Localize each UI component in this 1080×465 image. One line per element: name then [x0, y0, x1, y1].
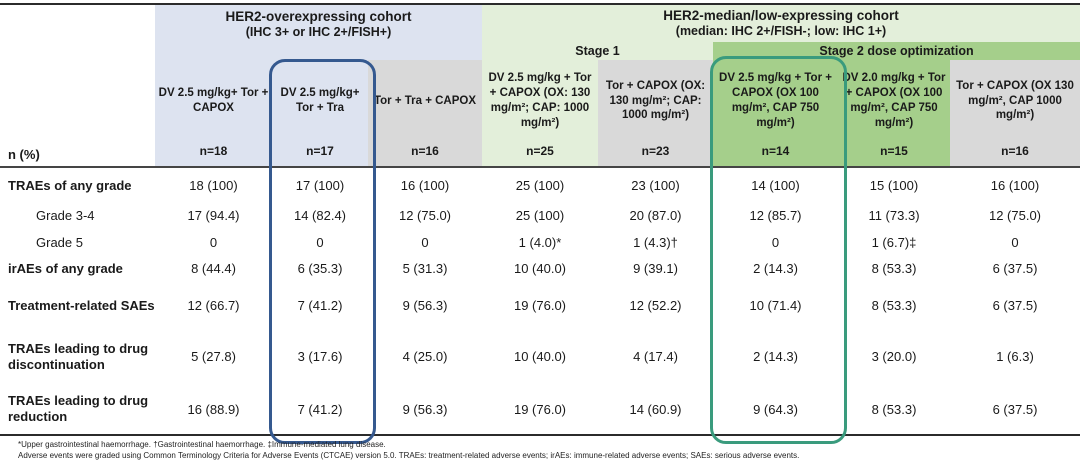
value-cell: 14 (82.4)	[293, 208, 347, 223]
corner-blank	[0, 5, 155, 142]
value-cell: 0	[316, 235, 324, 250]
value-cell: 1 (4.0)*	[518, 235, 562, 250]
top-rule	[0, 3, 1080, 5]
value-cell: 12 (52.2)	[629, 298, 682, 313]
bottom-rule	[0, 434, 1080, 436]
value-cell: 6 (37.5)	[992, 298, 1038, 313]
value-cell: 9 (39.1)	[633, 261, 678, 276]
value-cell: 19 (76.0)	[513, 298, 567, 313]
value-cell: 5 (27.8)	[191, 349, 236, 364]
column-header: Tor + CAPOX (OX 130 mg/m², CAP 1000 mg/m…	[950, 60, 1080, 142]
value-cell: 17 (100)	[295, 178, 345, 193]
column-n-count: n=15	[838, 142, 950, 166]
value-cell: 14 (60.9)	[629, 401, 682, 417]
value-cell: 2 (14.3)	[753, 349, 798, 364]
column-n-count: n=23	[598, 142, 713, 166]
row-label: irAEs of any grade	[8, 260, 123, 276]
value-cell: 11 (73.3)	[868, 208, 920, 223]
column-header: DV 2.5 mg/kg+ Tor + CAPOX	[155, 60, 272, 142]
value-cell: 15 (100)	[869, 178, 919, 193]
value-cell: 0	[421, 235, 429, 250]
value-cell: 0	[209, 235, 218, 250]
row-label: TRAEs leading to drug discontinuation	[8, 340, 149, 372]
value-cell: 8 (53.3)	[871, 261, 917, 276]
value-cell: 0	[1011, 235, 1019, 250]
cohort-header-her2-median-low: HER2-median/low-expressing cohort (media…	[482, 5, 1080, 42]
value-cell: 25 (100)	[515, 178, 565, 193]
value-cell: 20 (87.0)	[629, 208, 682, 223]
value-cell: 6 (35.3)	[297, 261, 343, 276]
cohort-header-her2-overexpressing: HER2-overexpressing cohort (IHC 3+ or IH…	[155, 5, 482, 60]
corner-label-n-pct: n (%)	[0, 142, 155, 166]
row-label: TRAEs leading to drug reduction	[8, 393, 149, 424]
cohort-subtitle: (median: IHC 2+/FISH-; low: IHC 1+)	[675, 24, 887, 39]
value-cell: 10 (40.0)	[513, 261, 567, 276]
value-cell: 3 (17.6)	[297, 349, 343, 364]
value-cell: 4 (25.0)	[402, 349, 448, 364]
value-cell: 25 (100)	[515, 208, 565, 223]
header-grid: HER2-overexpressing cohort (IHC 3+ or IH…	[0, 5, 1080, 166]
value-cell: 1 (6.3)	[996, 349, 1034, 364]
value-cell: 12 (75.0)	[398, 208, 452, 223]
value-cell: 14 (100)	[751, 178, 800, 193]
value-cell: 0	[771, 235, 780, 250]
value-cell: 8 (53.3)	[871, 401, 917, 417]
column-n-count: n=14	[713, 142, 838, 166]
cohort-subtitle: (IHC 3+ or IHC 2+/FISH+)	[245, 25, 392, 40]
value-cell: 1 (4.3)†	[633, 235, 678, 250]
value-cell: 4 (17.4)	[633, 349, 678, 364]
value-cell: 6 (37.5)	[992, 401, 1038, 417]
column-header: DV 2.5 mg/kg + Tor + CAPOX (OX 100 mg/m²…	[713, 60, 838, 142]
value-cell: 10 (71.4)	[749, 298, 802, 313]
value-cell: 9 (56.3)	[402, 298, 448, 313]
cohort-title: HER2-median/low-expressing cohort	[663, 7, 899, 23]
value-cell: 7 (41.2)	[297, 298, 343, 313]
value-cell: 12 (66.7)	[187, 298, 240, 313]
value-cell: 2 (14.3)	[753, 261, 798, 276]
value-cell: 8 (44.4)	[191, 261, 236, 276]
value-cell: 23 (100)	[631, 178, 680, 193]
value-cell: 6 (37.5)	[992, 261, 1038, 276]
column-n-count: n=16	[368, 142, 482, 166]
header-body-divider-rule	[0, 166, 1080, 168]
column-n-count: n=18	[155, 142, 272, 166]
value-cell: 12 (75.0)	[988, 208, 1042, 223]
value-cell: 19 (76.0)	[513, 401, 567, 417]
column-header: Tor + CAPOX (OX: 130 mg/m²; CAP: 1000 mg…	[598, 60, 713, 142]
column-n-count: n=25	[482, 142, 598, 166]
row-label: Treatment-related SAEs	[8, 297, 155, 313]
footnotes: *Upper gastrointestinal haemorrhage. †Ga…	[18, 440, 1068, 462]
footnote-line-2: Adverse events were graded using Common …	[18, 450, 800, 460]
column-n-count: n=17	[272, 142, 368, 166]
footnote-line-1: *Upper gastrointestinal haemorrhage. †Ga…	[18, 440, 386, 449]
value-cell: 18 (100)	[189, 178, 238, 193]
column-n-count: n=16	[950, 142, 1080, 166]
cohort-title: HER2-overexpressing cohort	[225, 9, 412, 24]
value-cell: 16 (88.9)	[187, 401, 240, 417]
column-header: Tor + Tra + CAPOX	[368, 60, 482, 142]
column-header: DV 2.5 mg/kg+ Tor + Tra	[272, 60, 368, 142]
column-header: DV 2.0 mg/kg + Tor + CAPOX (OX 100 mg/m²…	[838, 60, 950, 142]
stage-2-header: Stage 2 dose optimization	[713, 42, 1080, 60]
row-label: Grade 3-4	[36, 207, 95, 223]
value-cell: 8 (53.3)	[871, 298, 917, 313]
value-cell: 17 (94.4)	[187, 208, 240, 223]
value-cell: 5 (31.3)	[402, 261, 448, 276]
value-cell: 12 (85.7)	[749, 208, 802, 223]
row-label: Grade 5	[36, 234, 83, 250]
value-cell: 7 (41.2)	[297, 401, 343, 417]
value-cell: 16 (100)	[400, 178, 450, 193]
column-header: DV 2.5 mg/kg + Tor + CAPOX (OX: 130 mg/m…	[482, 60, 598, 142]
value-cell: 10 (40.0)	[513, 349, 567, 364]
value-cell: 9 (64.3)	[753, 401, 798, 417]
stage-1-header: Stage 1	[482, 42, 713, 60]
value-cell: 16 (100)	[990, 178, 1040, 193]
row-label: TRAEs of any grade	[8, 177, 132, 193]
value-cell: 1 (6.7)‡	[871, 235, 917, 250]
value-cell: 3 (20.0)	[871, 349, 917, 364]
data-grid: TRAEs of any grade 18 (100) 17 (100) 16 (10…	[0, 170, 1080, 434]
value-cell: 9 (56.3)	[402, 401, 448, 417]
